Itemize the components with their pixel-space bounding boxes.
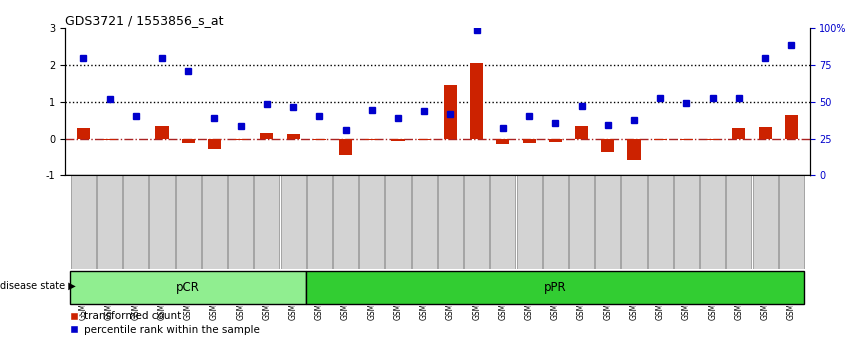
Bar bbox=[234, 138, 247, 140]
Bar bbox=[601, 138, 614, 153]
FancyBboxPatch shape bbox=[281, 175, 306, 269]
Bar bbox=[77, 128, 90, 138]
FancyBboxPatch shape bbox=[490, 175, 515, 269]
Text: pPR: pPR bbox=[544, 281, 566, 294]
Bar bbox=[628, 138, 641, 160]
FancyBboxPatch shape bbox=[727, 175, 752, 269]
FancyBboxPatch shape bbox=[71, 175, 96, 269]
FancyBboxPatch shape bbox=[753, 175, 778, 269]
Bar bbox=[365, 138, 378, 140]
Bar bbox=[654, 138, 667, 140]
Bar bbox=[706, 138, 720, 140]
Bar bbox=[444, 85, 457, 138]
FancyBboxPatch shape bbox=[307, 175, 332, 269]
FancyBboxPatch shape bbox=[202, 175, 227, 269]
FancyBboxPatch shape bbox=[648, 175, 673, 269]
Text: disease state ▶: disease state ▶ bbox=[0, 281, 75, 291]
Bar bbox=[103, 138, 116, 140]
Bar bbox=[522, 138, 536, 143]
FancyBboxPatch shape bbox=[595, 175, 620, 269]
FancyBboxPatch shape bbox=[359, 175, 385, 269]
FancyBboxPatch shape bbox=[622, 175, 647, 269]
Bar bbox=[680, 138, 693, 140]
Bar bbox=[313, 138, 326, 140]
Bar bbox=[208, 138, 221, 149]
Bar bbox=[549, 138, 562, 142]
Bar bbox=[417, 138, 430, 140]
FancyBboxPatch shape bbox=[228, 175, 253, 269]
Bar bbox=[759, 127, 772, 138]
Legend: transformed count, percentile rank within the sample: transformed count, percentile rank withi… bbox=[70, 312, 260, 335]
Bar bbox=[287, 134, 300, 138]
FancyBboxPatch shape bbox=[543, 175, 568, 269]
FancyBboxPatch shape bbox=[255, 175, 280, 269]
FancyBboxPatch shape bbox=[70, 271, 307, 304]
Bar bbox=[785, 115, 798, 138]
FancyBboxPatch shape bbox=[569, 175, 594, 269]
FancyBboxPatch shape bbox=[333, 175, 359, 269]
FancyBboxPatch shape bbox=[674, 175, 699, 269]
FancyBboxPatch shape bbox=[464, 175, 489, 269]
FancyBboxPatch shape bbox=[779, 175, 804, 269]
Text: pCR: pCR bbox=[177, 281, 200, 294]
FancyBboxPatch shape bbox=[307, 271, 805, 304]
Bar bbox=[470, 63, 483, 138]
Bar bbox=[182, 138, 195, 143]
Bar bbox=[261, 133, 274, 138]
FancyBboxPatch shape bbox=[176, 175, 201, 269]
FancyBboxPatch shape bbox=[97, 175, 122, 269]
FancyBboxPatch shape bbox=[411, 175, 436, 269]
Bar bbox=[733, 128, 746, 138]
FancyBboxPatch shape bbox=[516, 175, 542, 269]
FancyBboxPatch shape bbox=[700, 175, 725, 269]
FancyBboxPatch shape bbox=[123, 175, 148, 269]
Text: GDS3721 / 1553856_s_at: GDS3721 / 1553856_s_at bbox=[65, 14, 223, 27]
Bar bbox=[391, 138, 404, 142]
FancyBboxPatch shape bbox=[150, 175, 175, 269]
Bar bbox=[155, 126, 169, 138]
Bar bbox=[496, 138, 509, 144]
Bar bbox=[575, 126, 588, 138]
FancyBboxPatch shape bbox=[385, 175, 410, 269]
Bar bbox=[339, 138, 352, 155]
FancyBboxPatch shape bbox=[438, 175, 463, 269]
